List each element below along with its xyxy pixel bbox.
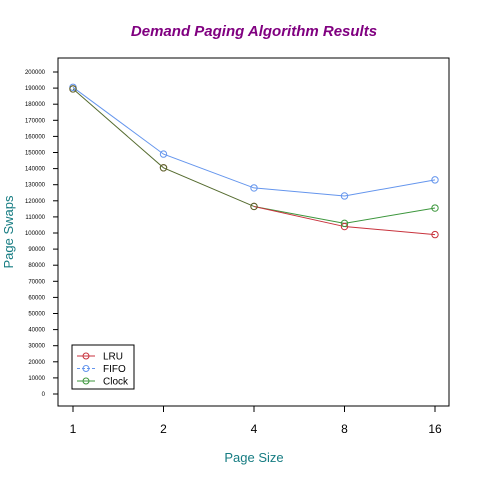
clock-point xyxy=(69,85,77,93)
x-axis: 1 2 4 8 16 xyxy=(70,406,442,436)
y-tick-label: 30000 xyxy=(28,344,45,350)
x-axis-label: Page Size xyxy=(224,450,283,465)
y-tick-label: 10000 xyxy=(28,376,45,382)
y-tick-label: 170000 xyxy=(25,118,46,124)
x-tick-label: 1 xyxy=(70,422,77,436)
y-tick-label: 110000 xyxy=(25,215,45,221)
y-tick-label: 20000 xyxy=(28,360,45,366)
y-tick-label: 50000 xyxy=(28,312,45,318)
y-tick-label: 100000 xyxy=(25,231,46,237)
y-tick-label: 120000 xyxy=(25,199,46,205)
clock-point xyxy=(340,219,349,228)
x-tick-label: 8 xyxy=(341,422,348,436)
clock-point xyxy=(159,164,168,172)
y-tick-label: 190000 xyxy=(25,86,46,92)
lru-point xyxy=(340,222,349,231)
x-tick-label: 2 xyxy=(160,422,167,436)
y-axis-label: Page Swaps xyxy=(1,195,16,268)
y-tick-label: 150000 xyxy=(25,151,46,157)
fifo-point xyxy=(431,176,439,184)
series-layer xyxy=(69,83,439,239)
lru-point xyxy=(431,230,439,239)
fifo-line xyxy=(72,86,436,197)
clock-point xyxy=(431,204,439,212)
fifo-point xyxy=(159,150,168,158)
y-axis: 0 10000 20000 30000 40000 50000 60000 70000 8000… xyxy=(25,70,58,398)
legend-label: LRU xyxy=(103,352,123,363)
legend-swatch-marker xyxy=(82,377,90,385)
lru-clock-overlap-line xyxy=(72,88,255,207)
fifo-point xyxy=(340,192,349,200)
legend-label: FIFO xyxy=(103,364,126,375)
clock-line xyxy=(253,205,436,224)
y-tick-label: 200000 xyxy=(25,70,46,76)
y-tick-label: 0 xyxy=(42,392,46,398)
clock-point xyxy=(250,202,258,211)
y-tick-label: 180000 xyxy=(25,102,46,108)
y-tick-label: 60000 xyxy=(28,295,45,301)
legend-box xyxy=(71,344,135,390)
y-tick-label: 130000 xyxy=(25,183,46,189)
y-tick-label: 40000 xyxy=(28,328,45,334)
x-tick-label: 16 xyxy=(428,422,442,436)
y-tick-label: 80000 xyxy=(28,263,45,269)
x-tick-label: 4 xyxy=(251,422,258,436)
y-tick-label: 70000 xyxy=(28,279,45,285)
legend-swatch-marker xyxy=(82,352,90,360)
chart-title: Demand Paging Algorithm Results xyxy=(131,23,377,40)
y-tick-label: 140000 xyxy=(25,167,46,173)
fifo-point xyxy=(250,184,258,192)
y-tick-label: 90000 xyxy=(28,247,45,253)
legend-swatch-marker xyxy=(82,365,90,372)
y-tick-label: 160000 xyxy=(25,134,46,140)
legend-label: Clock xyxy=(103,377,129,388)
